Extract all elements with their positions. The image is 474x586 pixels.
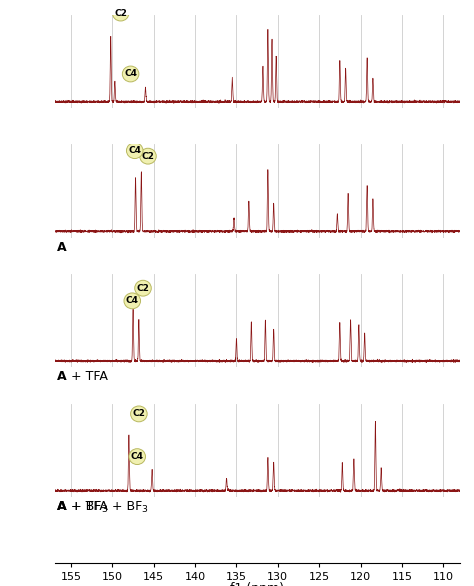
Text: C2: C2: [137, 284, 149, 292]
Ellipse shape: [124, 293, 140, 309]
Ellipse shape: [129, 449, 146, 465]
Text: 3: 3: [101, 505, 107, 513]
Text: C2: C2: [132, 410, 146, 418]
Text: 3: 3: [142, 505, 147, 513]
Text: + TFA + BF: + TFA + BF: [66, 500, 142, 513]
Ellipse shape: [135, 280, 151, 296]
Text: C2: C2: [114, 9, 127, 18]
Text: C4: C4: [126, 297, 139, 305]
Ellipse shape: [127, 143, 143, 159]
Text: A: A: [57, 500, 66, 513]
Text: A: A: [57, 241, 66, 254]
Text: + TFA: + TFA: [66, 370, 108, 383]
Text: C4: C4: [131, 452, 144, 461]
Ellipse shape: [112, 5, 129, 21]
Ellipse shape: [131, 406, 147, 422]
Ellipse shape: [140, 148, 156, 164]
Text: C4: C4: [124, 70, 137, 79]
Text: C4: C4: [128, 146, 141, 155]
X-axis label: f1 (ppm): f1 (ppm): [230, 582, 284, 586]
Text: A: A: [57, 370, 66, 383]
Text: A: A: [57, 500, 66, 513]
Text: C2: C2: [142, 152, 155, 161]
Ellipse shape: [122, 66, 139, 82]
Text: + BF: + BF: [66, 500, 101, 513]
